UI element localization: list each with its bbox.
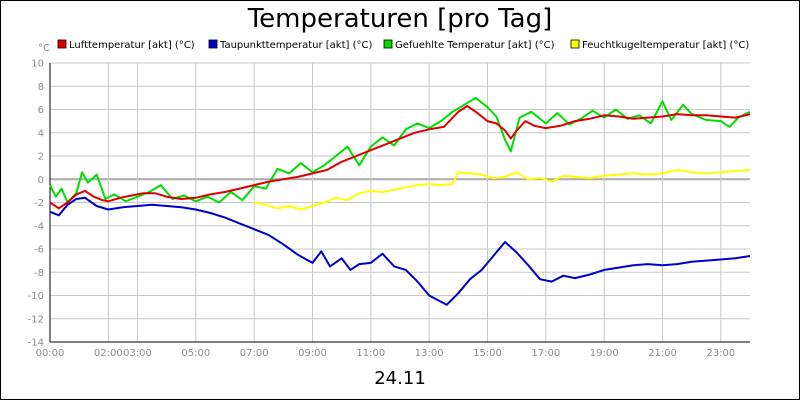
series-line-4: [254, 168, 751, 211]
y-tick-label: 4: [38, 128, 44, 139]
legend-swatch: [570, 39, 580, 49]
y-tick-label: -12: [28, 314, 44, 325]
grid: [49, 62, 750, 343]
legend-swatch: [383, 39, 393, 49]
x-tick-label: 17:00: [531, 348, 560, 359]
y-axis-unit: °C: [38, 43, 50, 54]
y-tick-label: 0: [38, 175, 44, 186]
y-tick-label: -14: [28, 338, 44, 349]
x-tick-label: 05:00: [181, 348, 210, 359]
series-line-2: [49, 196, 751, 306]
x-tick-label: 11:00: [356, 348, 385, 359]
legend-swatch: [57, 39, 67, 49]
y-tick-label: -6: [34, 245, 44, 256]
x-tick-label: 07:00: [240, 348, 269, 359]
x-tick-label: 19:00: [590, 348, 619, 359]
legend-label: Gefuehlte Temperatur [akt] (°C): [395, 40, 555, 51]
date-label: 24.11: [374, 368, 426, 389]
y-tick-label: -10: [28, 291, 44, 302]
y-tick-label: 6: [38, 105, 44, 116]
y-tick-label: -2: [34, 198, 44, 209]
legend-item: Gefuehlte Temperatur [akt] (°C): [383, 39, 555, 51]
y-tick-label: -8: [34, 268, 44, 279]
series-group: [49, 96, 751, 306]
series-line-1: [49, 105, 751, 210]
legend-label: Taupunkttemperatur [akt] (°C): [219, 40, 372, 51]
y-tick-label: 2: [38, 152, 44, 163]
chart-title: Temperaturen [pro Tag]: [247, 4, 553, 34]
legend-swatch: [208, 39, 218, 49]
x-tick-label: 00:00: [36, 348, 65, 359]
legend-label: Lufttemperatur [akt] (°C): [69, 40, 195, 51]
x-tick-label: 13:00: [415, 348, 444, 359]
x-tick-label: 09:00: [298, 348, 327, 359]
x-tick-label: 23:00: [706, 348, 735, 359]
x-tick-label: 15:00: [473, 348, 502, 359]
y-tick-label: 8: [38, 82, 44, 93]
legend: Lufttemperatur [akt] (°C) Taupunkttempera…: [57, 39, 749, 51]
y-tick-label: -4: [34, 221, 44, 232]
legend-item: Lufttemperatur [akt] (°C): [57, 39, 195, 51]
legend-item: Feuchtkugeltemperatur [akt] (°C): [570, 39, 749, 51]
legend-item: Taupunkttemperatur [akt] (°C): [208, 39, 372, 51]
y-tick-label: 10: [31, 59, 44, 70]
x-tick-label: 02:00: [94, 348, 123, 359]
x-tick-label: 03:00: [123, 348, 152, 359]
x-tick-label: 21:00: [648, 348, 677, 359]
legend-label: Feuchtkugeltemperatur [akt] (°C): [582, 40, 749, 51]
